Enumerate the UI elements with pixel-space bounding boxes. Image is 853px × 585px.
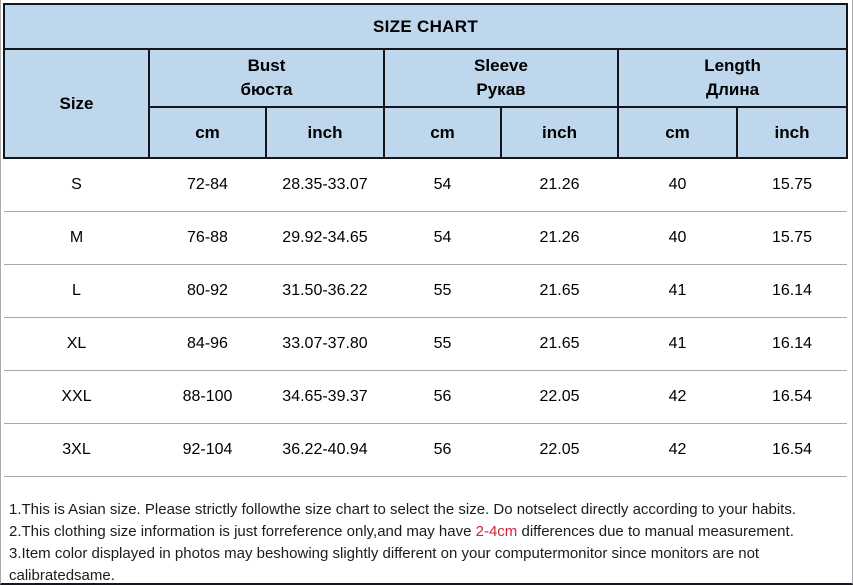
table-row-m: M 76-88 29.92-34.65 54 21.26 40 15.75 [4,211,848,265]
length-inch-value: 16.54 [737,370,848,424]
size-value: M [4,211,149,265]
bust-label-en: Bust [247,56,286,75]
size-value: XXL [4,370,149,424]
note-3: 3.Item color displayed in photos may bes… [9,545,760,584]
length-cm-value: 40 [618,157,737,212]
length-inch-header: inch [735,106,849,159]
note-2-highlight: 2-4cm [475,523,518,540]
bust-inch-header: inch [265,106,385,159]
length-label-en: Length [704,56,761,75]
page-title: SIZE CHART [2,3,849,50]
table-row-s: S 72-84 28.35-33.07 54 21.26 40 15.75 [4,157,848,212]
length-cm-value: 42 [618,423,737,477]
table-row-3xl: 3XL 92-104 36.22-40.94 56 22.05 42 16.54 [4,423,848,477]
length-cm-value: 40 [618,211,737,265]
table-row-xl: XL 84-96 33.07-37.80 55 21.65 41 16.14 [4,317,848,371]
unit-header-row: cm inch cm inch cm inch [4,106,849,159]
sleeve-cm-value: 54 [384,211,501,265]
bust-cm-value: 72-84 [149,157,266,212]
bust-cm-header: cm [148,106,267,159]
size-column-header: Size [3,48,150,159]
note-1: 1.This is Asian size. Please strictly fo… [9,501,797,518]
bust-inch-value: 31.50-36.22 [266,264,384,318]
sleeve-inch-header: inch [500,106,619,159]
length-cm-value: 41 [618,317,737,371]
bust-inch-value: 28.35-33.07 [266,157,384,212]
table-row-l: L 80-92 31.50-36.22 55 21.65 41 16.14 [4,264,848,318]
sleeve-inch-value: 21.65 [501,317,618,371]
size-value: L [4,264,149,318]
sleeve-column-header: Sleeve Рукав [383,48,619,108]
bust-inch-value: 33.07-37.80 [266,317,384,371]
length-cm-value: 41 [618,264,737,318]
note-2-before: 2.This clothing size information is just… [9,523,476,540]
length-inch-value: 16.14 [737,317,848,371]
title-row: SIZE CHART [2,3,849,50]
bust-cm-value: 84-96 [149,317,266,371]
sleeve-inch-value: 21.26 [501,157,618,212]
sleeve-inch-value: 22.05 [501,423,618,477]
note-2: 2.This clothing size information is just… [9,521,852,543]
bust-cm-value: 88-100 [149,370,266,424]
sleeve-inch-value: 21.26 [501,211,618,265]
group-header-row: Size Bust бюста Sleeve Рукав Length Длин… [3,48,849,159]
bust-cm-value: 76-88 [149,211,266,265]
length-label-ru: Длина [705,80,760,99]
note-2-after: differences due to manual measurement. [517,523,794,540]
length-inch-value: 16.54 [737,423,848,477]
bust-inch-value: 34.65-39.37 [266,370,384,424]
bust-cm-value: 80-92 [149,264,266,318]
bust-label-ru: бюста [240,80,293,99]
size-chart-table: SIZE CHART Size Bust бюста Sleeve Рукав … [2,3,849,477]
size-value: 3XL [4,423,149,477]
length-inch-value: 15.75 [737,211,848,265]
bust-inch-value: 29.92-34.65 [266,211,384,265]
sleeve-label-ru: Рукав [476,80,526,99]
bust-column-header: Bust бюста [148,48,385,108]
size-value: XL [4,317,149,371]
sleeve-cm-value: 55 [384,317,501,371]
length-inch-value: 16.14 [737,264,848,318]
sleeve-label-en: Sleeve [474,56,528,75]
footer-notes: 1.This is Asian size. Please strictly fo… [9,499,852,584]
sleeve-cm-value: 56 [384,423,501,477]
bust-inch-value: 36.22-40.94 [266,423,384,477]
sleeve-inch-value: 21.65 [501,264,618,318]
length-cm-header: cm [617,106,738,159]
length-cm-value: 42 [618,370,737,424]
length-inch-value: 15.75 [737,157,848,212]
table-row-xxl: XXL 88-100 34.65-39.37 56 22.05 42 16.54 [4,370,848,424]
sleeve-cm-value: 56 [384,370,501,424]
size-value: S [4,157,149,212]
sleeve-cm-header: cm [383,106,502,159]
sleeve-inch-value: 22.05 [501,370,618,424]
sleeve-cm-value: 55 [384,264,501,318]
sleeve-cm-value: 54 [384,157,501,212]
bust-cm-value: 92-104 [149,423,266,477]
length-column-header: Length Длина [616,48,849,108]
